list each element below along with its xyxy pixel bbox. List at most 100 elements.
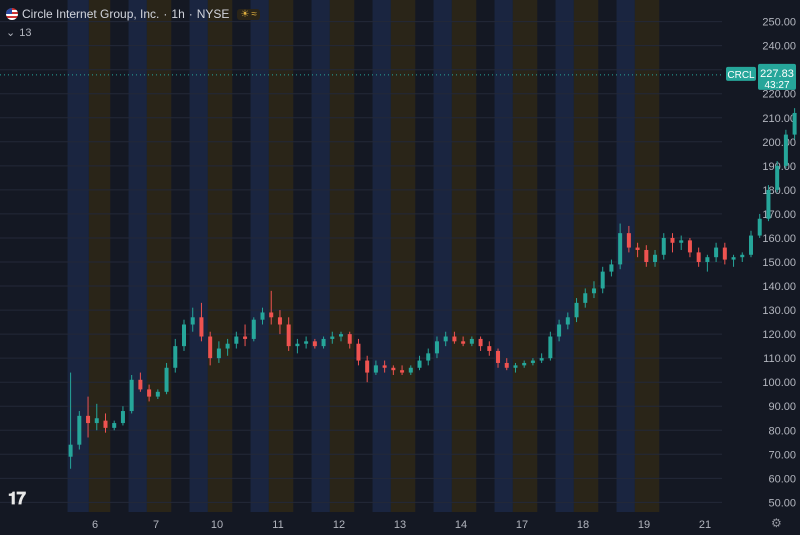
- candle-body[interactable]: [77, 415, 82, 445]
- symbol-tag[interactable]: [726, 66, 756, 81]
- candle-body[interactable]: [687, 240, 692, 253]
- candle-body[interactable]: [120, 411, 125, 424]
- candle-body[interactable]: [347, 334, 352, 344]
- candle-body[interactable]: [103, 420, 108, 428]
- candle-body[interactable]: [382, 365, 387, 368]
- candle-body[interactable]: [295, 343, 300, 347]
- candle-body[interactable]: [722, 247, 727, 260]
- candle-body[interactable]: [696, 252, 701, 262]
- candle-body[interactable]: [513, 365, 518, 368]
- candle-body[interactable]: [618, 233, 623, 265]
- candle-body[interactable]: [705, 257, 710, 262]
- candle-body[interactable]: [243, 336, 248, 339]
- candle-body[interactable]: [199, 317, 204, 337]
- candle-body[interactable]: [635, 247, 640, 250]
- symbol-name[interactable]: Circle Internet Group, Inc.: [22, 7, 160, 21]
- candle-body[interactable]: [452, 336, 457, 342]
- candle-body[interactable]: [373, 365, 378, 373]
- candle-body[interactable]: [574, 302, 579, 318]
- candle-body[interactable]: [496, 350, 501, 363]
- candle-body[interactable]: [408, 367, 413, 373]
- candle-body[interactable]: [216, 348, 221, 359]
- candle-body[interactable]: [164, 367, 169, 392]
- candle-body[interactable]: [129, 379, 134, 412]
- settings-gear-icon[interactable]: ⚙: [771, 516, 782, 530]
- candle-body[interactable]: [557, 324, 562, 337]
- candle-body[interactable]: [330, 336, 335, 339]
- candle-body[interactable]: [138, 379, 143, 390]
- y-tick-label: 130.00: [762, 305, 796, 317]
- candle-body[interactable]: [190, 317, 195, 325]
- candle-body[interactable]: [434, 341, 439, 354]
- candle-body[interactable]: [426, 353, 431, 361]
- market-status-badges[interactable]: ☀ ≈: [237, 8, 260, 20]
- candle-body[interactable]: [286, 324, 291, 347]
- candle-body[interactable]: [234, 336, 239, 344]
- candle-body[interactable]: [365, 360, 370, 373]
- candle-body[interactable]: [748, 235, 753, 255]
- candle-body[interactable]: [714, 247, 719, 258]
- candle-body[interactable]: [600, 271, 605, 289]
- candle-body[interactable]: [583, 293, 588, 303]
- candle-body[interactable]: [487, 346, 492, 351]
- candle-body[interactable]: [469, 338, 474, 344]
- candle-body[interactable]: [417, 360, 422, 368]
- candle-body[interactable]: [251, 319, 256, 339]
- candle-body[interactable]: [269, 312, 274, 318]
- candle-body[interactable]: [260, 312, 265, 320]
- candle-body[interactable]: [277, 317, 282, 325]
- candle-body[interactable]: [304, 341, 309, 344]
- candle-body[interactable]: [766, 189, 771, 219]
- candle-body[interactable]: [740, 254, 745, 258]
- candle-body[interactable]: [478, 338, 483, 347]
- last-price-tag[interactable]: [758, 63, 796, 90]
- candle-body[interactable]: [522, 362, 527, 366]
- candle-body[interactable]: [591, 288, 596, 294]
- candle-body[interactable]: [94, 418, 99, 424]
- candle-body[interactable]: [391, 367, 396, 371]
- y-tick-label: 50.00: [768, 497, 796, 509]
- candle-body[interactable]: [548, 336, 553, 359]
- candle-body[interactable]: [356, 343, 361, 361]
- candle-body[interactable]: [225, 343, 230, 349]
- candle-body[interactable]: [565, 317, 570, 325]
- candle-body[interactable]: [626, 233, 631, 248]
- candle-body[interactable]: [147, 389, 152, 397]
- candle-body[interactable]: [653, 254, 658, 262]
- candle-body[interactable]: [679, 240, 684, 243]
- candle-body[interactable]: [86, 415, 91, 424]
- candle-body[interactable]: [321, 338, 326, 347]
- candle-body[interactable]: [339, 334, 344, 337]
- candle-body[interactable]: [757, 218, 762, 236]
- tradingview-logo-icon[interactable]: 𝟏𝟕: [8, 489, 26, 508]
- x-tick-label: 6: [92, 519, 98, 531]
- candle-body[interactable]: [155, 391, 160, 397]
- candle-body[interactable]: [775, 165, 780, 190]
- candle-body[interactable]: [783, 134, 788, 166]
- candle-body[interactable]: [504, 362, 509, 368]
- y-tick-label: 150.00: [762, 257, 796, 269]
- candle-body[interactable]: [208, 336, 213, 359]
- candle-body[interactable]: [400, 370, 405, 373]
- candle-body[interactable]: [670, 237, 675, 243]
- candle-body[interactable]: [731, 257, 736, 260]
- session-band: [573, 0, 599, 512]
- candle-body[interactable]: [173, 346, 178, 368]
- candle-body[interactable]: [792, 112, 797, 135]
- candle-body[interactable]: [644, 249, 649, 262]
- candle-body[interactable]: [539, 358, 544, 361]
- y-tick-label: 110.00: [763, 353, 796, 365]
- candle-body[interactable]: [68, 444, 73, 457]
- interval[interactable]: 1h: [171, 7, 185, 21]
- candle-body[interactable]: [530, 360, 535, 363]
- candle-body[interactable]: [461, 341, 466, 344]
- candle-body[interactable]: [112, 423, 117, 428]
- indicator-toggle[interactable]: ⌄ 13: [6, 26, 31, 40]
- candle-body[interactable]: [312, 341, 317, 347]
- candle-body[interactable]: [661, 237, 666, 255]
- session-band: [128, 0, 147, 512]
- candle-body[interactable]: [609, 264, 614, 272]
- candle-body[interactable]: [443, 336, 448, 342]
- candle-body[interactable]: [181, 324, 186, 347]
